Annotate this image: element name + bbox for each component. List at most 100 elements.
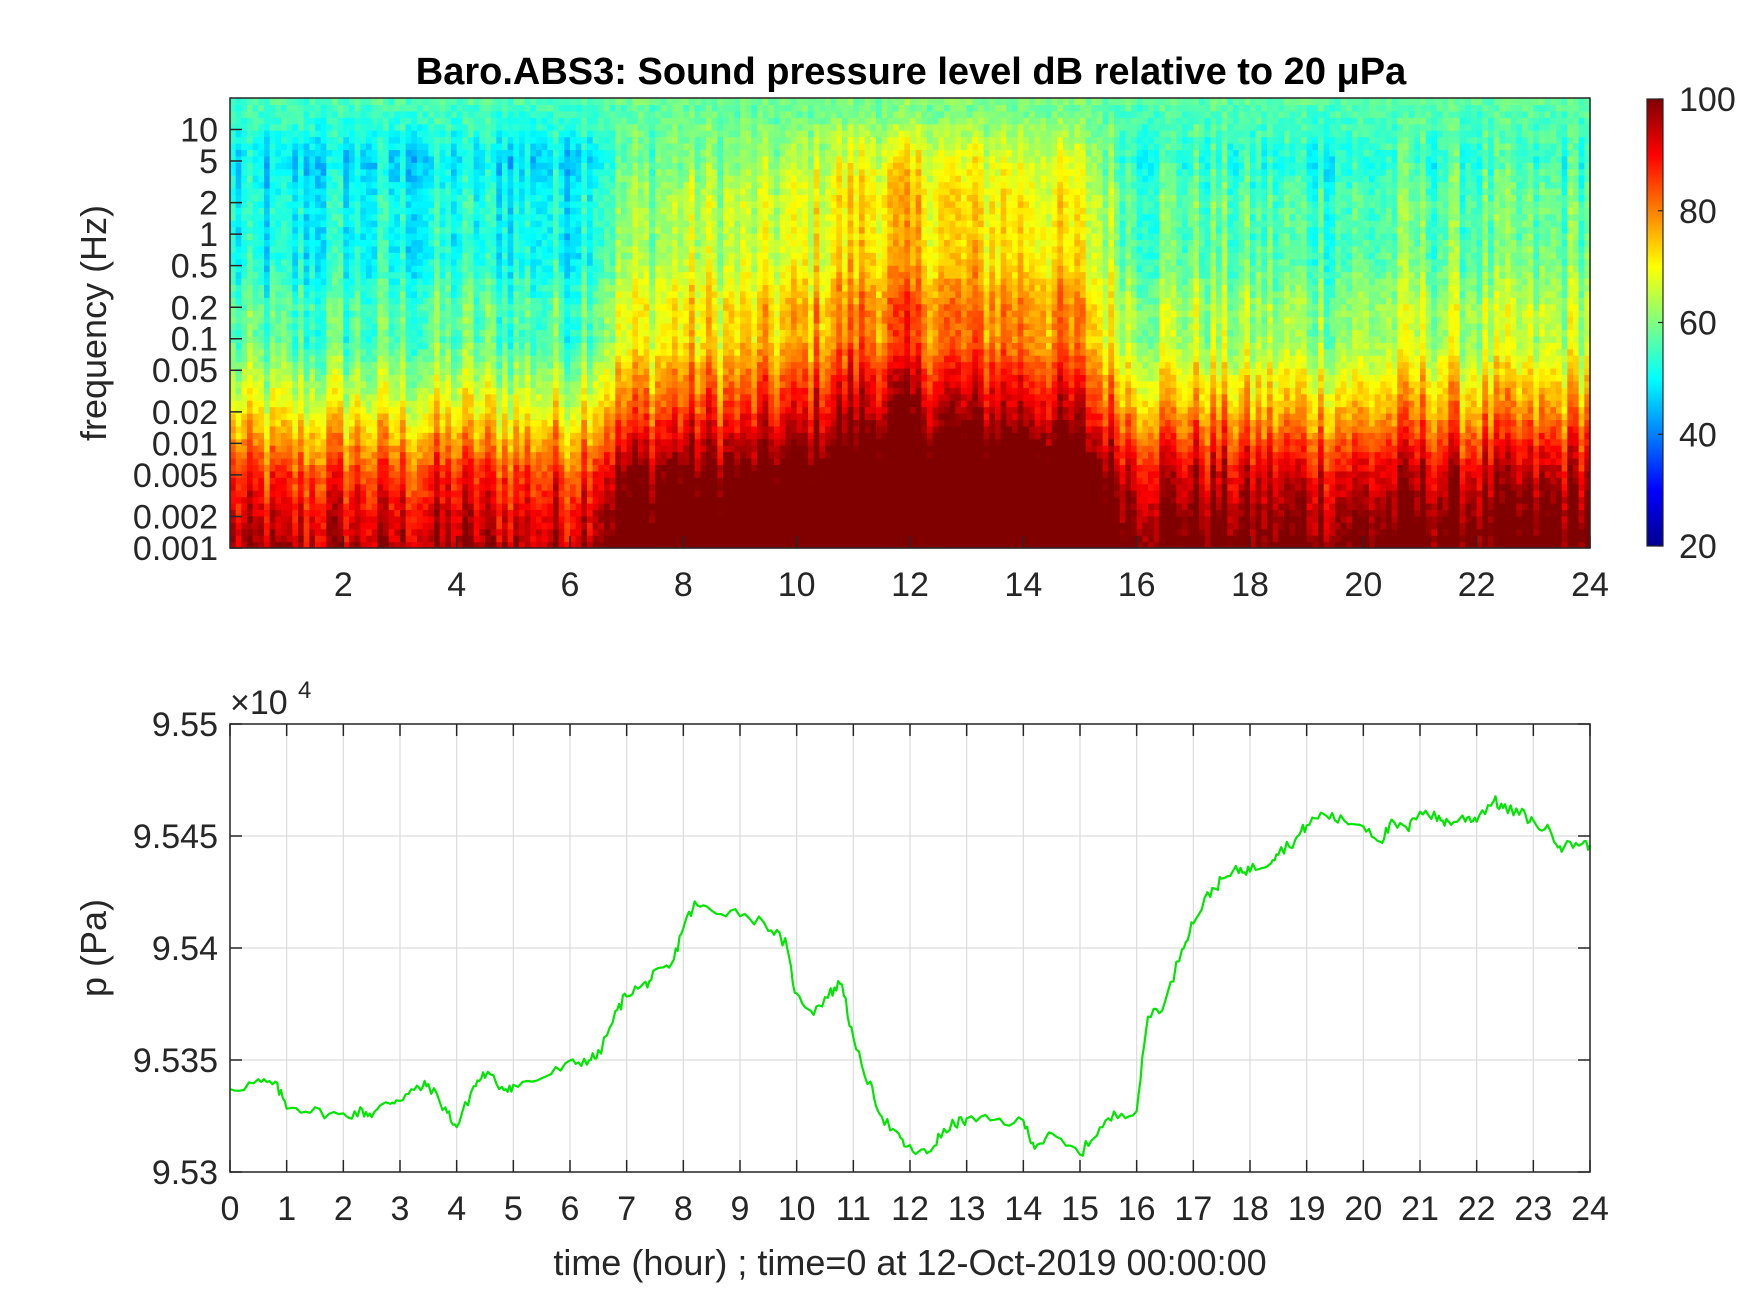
spectrogram-cell — [349, 175, 356, 183]
spectrogram-cell — [258, 168, 265, 176]
spectrogram-cell — [490, 464, 497, 472]
spectrogram-cell — [524, 490, 531, 498]
spectrogram-cell — [439, 335, 446, 343]
spectrogram-cell — [360, 278, 367, 286]
spectrogram-cell — [490, 432, 497, 440]
spectrogram-cell — [235, 130, 242, 138]
spectrogram-cell — [575, 188, 582, 196]
spectrogram-cell — [473, 515, 480, 523]
spectrogram-cell — [309, 355, 316, 363]
spectrogram-cell — [513, 445, 520, 453]
spectrogram-cell — [400, 258, 407, 266]
spectrogram-cell — [411, 432, 418, 440]
spectrogram-cell — [456, 200, 463, 208]
spectrogram-cell — [298, 496, 305, 504]
spectrogram-cell — [485, 233, 492, 241]
spectrogram-cell — [609, 239, 616, 247]
spectrogram-cell — [541, 483, 548, 491]
spectrogram-cell — [609, 181, 616, 189]
spectrogram-cell — [541, 143, 548, 151]
spectrogram-cell — [507, 503, 514, 511]
spectrogram-cell — [292, 123, 299, 131]
spectrogram-cell — [519, 162, 526, 170]
spectrogram-cell — [592, 168, 599, 176]
spectrogram-cell — [349, 400, 356, 408]
spectrogram-cell — [609, 509, 616, 517]
spectrogram-cell — [473, 490, 480, 498]
spectrogram-cell — [230, 374, 237, 382]
spectrogram-cell — [445, 380, 452, 388]
spectrogram-cell — [513, 400, 520, 408]
spectrogram-cell — [609, 123, 616, 131]
spectrogram-cell — [247, 355, 254, 363]
spectrogram-cell — [383, 104, 390, 112]
spectrogram-cell — [337, 496, 344, 504]
spectrogram-cell — [575, 265, 582, 273]
spectrogram-cell — [496, 335, 503, 343]
spectrogram-cell — [519, 483, 526, 491]
spectrogram-cell — [349, 155, 356, 163]
spectrogram-cell — [315, 297, 322, 305]
spectrogram-cell — [615, 123, 622, 131]
spectrogram-cell — [235, 387, 242, 395]
spectrogram-cell — [428, 271, 435, 279]
spectrogram-cell — [281, 143, 288, 151]
spectrogram-cell — [303, 406, 310, 414]
spectrogram-cell — [513, 245, 520, 253]
spectrogram-cell — [332, 419, 339, 427]
spectrogram-cell — [592, 130, 599, 138]
spectrogram-cell — [456, 265, 463, 273]
spectrogram-cell — [269, 470, 276, 478]
spectrogram-cell — [332, 387, 339, 395]
spectrogram-cell — [439, 155, 446, 163]
spectrogram-cell — [428, 355, 435, 363]
spectrogram-cell — [485, 374, 492, 382]
spectrogram-cell — [377, 316, 384, 324]
spectrogram-cell — [456, 541, 463, 549]
spectrogram-cell — [298, 123, 305, 131]
spectrogram-cell — [524, 329, 531, 337]
spectrogram-cell — [298, 226, 305, 234]
spectrogram-cell — [513, 342, 520, 350]
spectrogram-cell — [434, 355, 441, 363]
spectrogram-cell — [388, 438, 395, 446]
spectrogram-cell — [462, 503, 469, 511]
spectrogram-cell — [320, 329, 327, 337]
spectrogram-cell — [507, 355, 514, 363]
spectrogram-cell — [281, 355, 288, 363]
spectrogram-cell — [490, 284, 497, 292]
spectrogram-cell — [235, 316, 242, 324]
spectrogram-cell — [298, 528, 305, 536]
spectrogram-cell — [451, 355, 458, 363]
spectrogram-cell — [451, 470, 458, 478]
spectrogram-cell — [281, 342, 288, 350]
spectrogram-cell — [303, 432, 310, 440]
spectrogram-cell — [241, 98, 248, 106]
spectrogram-cell — [485, 245, 492, 253]
spectrogram-cell — [417, 503, 424, 511]
spectrogram-cell — [281, 181, 288, 189]
spectrogram-cell — [400, 496, 407, 504]
spectrogram-cell — [235, 541, 242, 549]
spectrogram-cell — [405, 194, 412, 202]
spectrogram-cell — [490, 200, 497, 208]
spectrogram-cell — [468, 438, 475, 446]
spectrogram-cell — [360, 290, 367, 298]
spectrogram-cell — [326, 233, 333, 241]
spectrogram-cell — [332, 470, 339, 478]
spectrogram-cell — [575, 348, 582, 356]
spectrogram-cell — [422, 278, 429, 286]
spectrogram-cell — [320, 361, 327, 369]
spectrogram-cell — [394, 290, 401, 298]
spectrogram-cell — [462, 123, 469, 131]
spectrogram-cell — [241, 130, 248, 138]
spectrogram-cell — [258, 271, 265, 279]
spectrogram-cell — [581, 458, 588, 466]
spectrogram-cell — [337, 419, 344, 427]
spectrogram-cell — [241, 323, 248, 331]
spectrogram-cell — [615, 162, 622, 170]
spectrogram-cell — [473, 413, 480, 421]
spectrogram-cell — [621, 316, 628, 324]
spectrogram-cell — [609, 490, 616, 498]
spectrogram-cell — [581, 136, 588, 144]
